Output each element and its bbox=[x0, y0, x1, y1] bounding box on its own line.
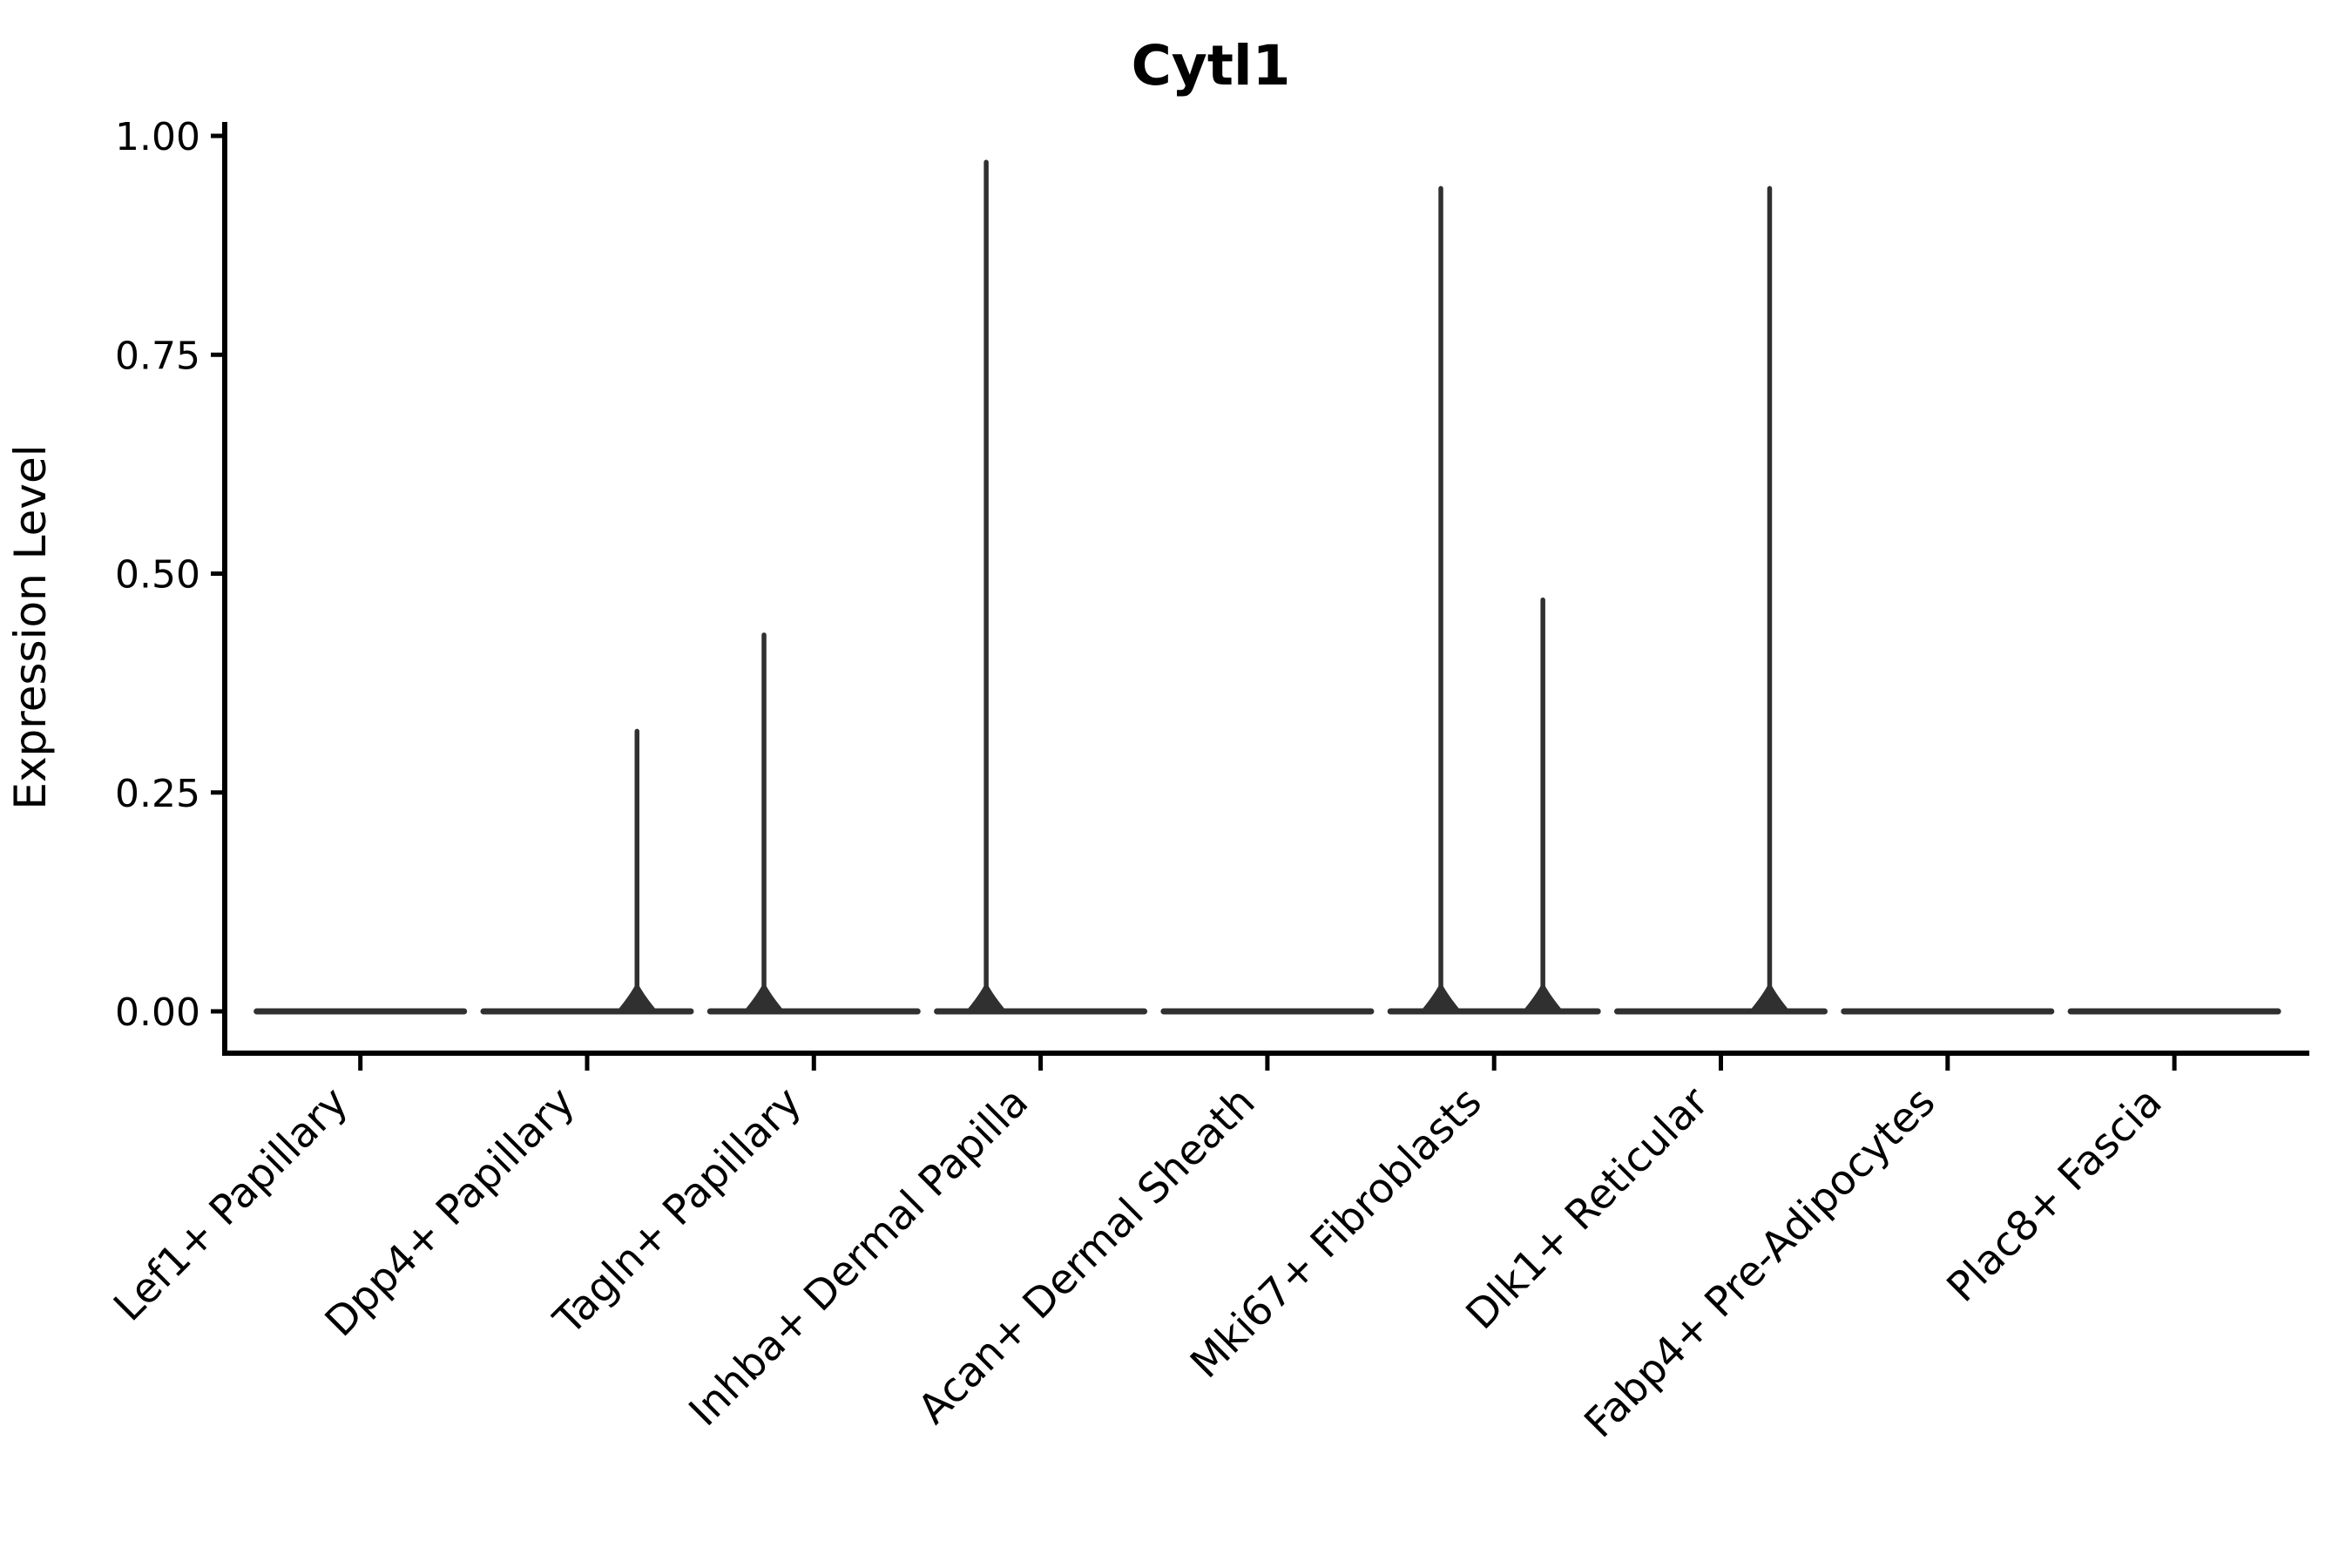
violin bbox=[934, 159, 1148, 1015]
y-tick-label: 0.50 bbox=[115, 553, 200, 598]
violin bbox=[1614, 186, 1828, 1015]
chart-title: Cytl1 bbox=[1132, 34, 1291, 98]
violin bbox=[706, 632, 921, 1015]
violin bbox=[1387, 186, 1601, 1015]
axes bbox=[211, 122, 2309, 1071]
x-tick-label: Plac8+ Fascia bbox=[1938, 1078, 2172, 1312]
x-tick-label: Lef1+ Papillary bbox=[105, 1078, 357, 1331]
y-tick-label: 1.00 bbox=[115, 115, 200, 159]
y-tick-label: 0.25 bbox=[115, 772, 200, 816]
y-tick-labels: 1.00 0.75 0.50 0.25 0.00 bbox=[115, 115, 200, 1035]
y-tick-label: 0.00 bbox=[115, 990, 200, 1035]
violin bbox=[480, 728, 694, 1015]
x-tick-label: Dpp4+ Papillary bbox=[316, 1078, 585, 1347]
x-tick-label: Dlk1+ Reticular bbox=[1457, 1078, 1719, 1339]
y-axis-label: Expression Level bbox=[5, 444, 56, 809]
violin-glyphs bbox=[253, 159, 2281, 1015]
y-tick-label: 0.75 bbox=[115, 334, 200, 378]
x-tick-label: Tagln+ Papillary bbox=[544, 1078, 811, 1345]
